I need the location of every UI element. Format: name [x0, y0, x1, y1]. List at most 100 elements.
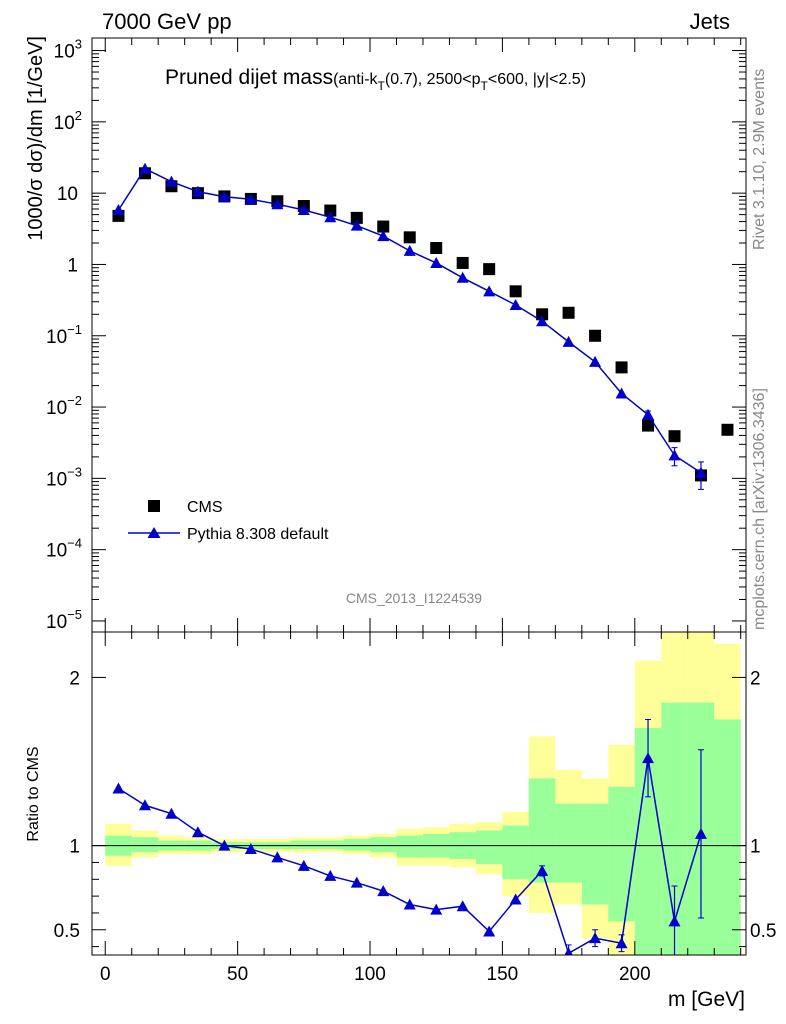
pythia-point: [430, 256, 443, 268]
ratio-point: [138, 799, 151, 811]
legend: CMS Pythia 8.308 default: [128, 499, 329, 543]
ratio-point: [377, 885, 390, 897]
ratio-green-band: [714, 719, 741, 955]
ratio-point: [509, 893, 522, 905]
pythia-point: [350, 219, 363, 231]
ratio-y-tick-label-left: 2: [69, 668, 80, 689]
tick-base: 10: [46, 398, 67, 419]
cms-point: [430, 242, 443, 255]
main-y-label: 1000/σ dσ)/dm [1/GeV]: [25, 36, 47, 241]
tick-base: 10: [46, 469, 67, 490]
chart-title-main: Pruned dijet mass: [165, 66, 333, 89]
ratio-point: [191, 826, 204, 838]
ratio-point: [297, 859, 310, 871]
x-tick-label: 150: [487, 964, 519, 985]
main-y-tick-label: 10−2: [46, 393, 82, 419]
pythia-point: [191, 185, 204, 197]
pythia-point: [536, 315, 549, 327]
ratio-point: [244, 843, 257, 855]
ratio-point: [271, 851, 284, 863]
tick-exponent: 3: [75, 37, 82, 52]
main-y-tick-label: 1: [67, 255, 78, 276]
ratio-point: [456, 900, 469, 912]
ratio-green-band: [317, 840, 344, 850]
main-y-tick-label: 10−1: [46, 322, 82, 348]
cms-point: [562, 306, 575, 319]
ratio-point: [112, 782, 125, 794]
ratio-green-band: [131, 837, 159, 853]
ratio-point: [165, 807, 178, 819]
ratio-y-tick-label-right: 0.5: [750, 921, 776, 942]
ratio-green-band: [502, 825, 529, 880]
ratio-point: [430, 903, 443, 915]
ratio-point: [403, 898, 416, 910]
cms-point: [721, 423, 734, 436]
ratio-green-band: [555, 803, 582, 883]
cms-point: [509, 285, 522, 298]
tick-exponent: −5: [67, 607, 82, 622]
main-y-tick-label: 102: [54, 108, 82, 134]
main-plot-area: [112, 162, 734, 490]
legend-pythia-marker: [147, 527, 161, 538]
watermark: CMS_2013_I1224539: [346, 590, 482, 606]
cms-point: [483, 263, 496, 276]
ratio-green-band: [370, 837, 397, 853]
chart-title: Pruned dijet mass(anti-kT(0.7), 2500<pT<…: [165, 66, 586, 93]
pythia-point: [694, 466, 707, 478]
ratio-y-tick-label-right: 1: [750, 837, 761, 858]
ratio-panel: 0.5 0.5 1 1 2 2 0 50 100 150 200 Ratio to CMS m […: [25, 38, 776, 1011]
cms-point: [615, 361, 628, 374]
ratio-green-band: [343, 838, 371, 851]
cms-point: [589, 329, 602, 342]
ratio-point: [483, 925, 496, 937]
ratio-point: [668, 915, 681, 927]
ratio-green-band: [396, 835, 423, 858]
cms-point: [668, 430, 681, 443]
ratio-point: [615, 937, 628, 949]
tick-exponent: −4: [67, 536, 82, 551]
ratio-point: [536, 864, 549, 876]
rivet-label: Rivet 3.1.10, 2.9M events: [751, 69, 768, 250]
pythia-point: [483, 285, 496, 297]
chart-title-sub-a: (anti-k: [333, 71, 378, 88]
pythia-point: [403, 244, 416, 256]
ratio-y-tick-label-right: 2: [750, 668, 761, 689]
cms-point: [403, 231, 416, 244]
cms-point: [456, 256, 469, 269]
x-axis: 0 50 100 150 200: [100, 38, 742, 985]
ratio-green-band: [581, 803, 609, 905]
tick-base: 10: [46, 612, 67, 633]
tick-exponent: 2: [75, 108, 82, 123]
pythia-point: [271, 198, 284, 210]
pythia-point: [509, 298, 522, 310]
x-tick-label: 0: [100, 964, 111, 985]
main-y-tick-label: 10−3: [46, 464, 82, 490]
ratio-y-axis: 0.5 0.5 1 1 2 2: [54, 668, 776, 948]
ratio-point: [324, 869, 337, 881]
pythia-point: [377, 230, 390, 242]
cms-point: [536, 308, 549, 321]
ratio-point: [589, 932, 602, 944]
pythia-point: [324, 211, 337, 223]
pythia-point: [456, 271, 469, 283]
tick-base: 10: [46, 327, 67, 348]
legend-cms-label: CMS: [187, 499, 223, 516]
x-tick-label: 100: [354, 964, 386, 985]
pythia-point: [668, 449, 681, 461]
pythia-point: [218, 190, 231, 202]
ratio-y-label: Ratio to CMS: [25, 746, 42, 841]
pythia-point: [165, 175, 178, 187]
header-left: 7000 GeV pp: [102, 9, 232, 34]
main-y-tick-label: 10: [57, 184, 78, 205]
ratio-y-tick-label-left: 1: [69, 837, 80, 858]
cms-point: [324, 204, 337, 217]
chart-title-sub-e: <600, |y|<2.5): [488, 71, 586, 88]
pythia-point: [562, 335, 575, 347]
ratio-plot-area: [112, 718, 707, 955]
ratio-point: [694, 827, 707, 839]
tick-base: 10: [54, 42, 75, 63]
tick-base: 10: [54, 113, 75, 134]
